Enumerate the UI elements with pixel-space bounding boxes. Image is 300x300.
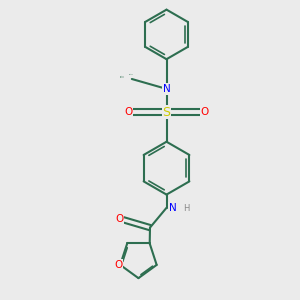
Text: S: S: [163, 106, 170, 118]
Text: methyl: methyl: [120, 77, 125, 78]
Text: methyl: methyl: [120, 76, 125, 77]
Text: O: O: [200, 107, 208, 117]
Text: N: N: [169, 203, 176, 213]
Text: O: O: [124, 107, 133, 117]
Text: O: O: [114, 260, 123, 270]
Text: H: H: [183, 204, 189, 213]
Text: methyl: methyl: [128, 74, 134, 75]
Text: O: O: [115, 214, 123, 224]
Text: N: N: [163, 84, 170, 94]
